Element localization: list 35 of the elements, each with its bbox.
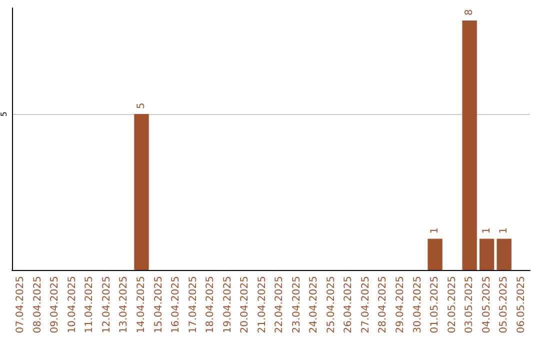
x-tick-label: 02.05.2025 bbox=[446, 276, 458, 334]
x-tick-label: 21.04.2025 bbox=[256, 276, 268, 334]
x-tick-label: 30.04.2025 bbox=[412, 276, 424, 334]
x-tick-label: 22.04.2025 bbox=[274, 276, 286, 334]
x-tick-label: 12.04.2025 bbox=[101, 276, 112, 334]
data-label: 1 bbox=[481, 227, 492, 234]
x-tick-label: 14.04.2025 bbox=[136, 276, 147, 334]
x-tick-label: 10.04.2025 bbox=[66, 276, 78, 334]
x-tick-label: 19.04.2025 bbox=[222, 276, 234, 334]
x-tick-label: 17.04.2025 bbox=[188, 276, 199, 334]
x-tick-label: 07.04.2025 bbox=[15, 276, 26, 334]
x-tick-label: 09.04.2025 bbox=[50, 276, 61, 334]
x-tick-label: 06.05.2025 bbox=[516, 276, 527, 334]
x-tick-label: 03.05.2025 bbox=[464, 276, 476, 334]
x-tick-label: 23.04.2025 bbox=[291, 276, 302, 334]
data-label: 8 bbox=[464, 9, 476, 16]
x-tick-label: 15.04.2025 bbox=[153, 276, 164, 334]
data-label: 1 bbox=[430, 227, 441, 234]
x-tick-label: 04.05.2025 bbox=[481, 276, 492, 334]
x-tick-label: 25.04.2025 bbox=[326, 276, 337, 334]
x-tick-label: 27.04.2025 bbox=[360, 276, 372, 334]
x-tick-label: 11.04.2025 bbox=[84, 276, 96, 334]
x-tick-label: 16.04.2025 bbox=[170, 276, 182, 334]
x-tick-label: 08.04.2025 bbox=[32, 276, 44, 334]
x-tick-label: 26.04.2025 bbox=[343, 276, 354, 334]
x-tick-label: 29.04.2025 bbox=[395, 276, 406, 334]
x-tick-label: 20.04.2025 bbox=[240, 276, 251, 334]
x-tick-label: 18.04.2025 bbox=[205, 276, 216, 334]
x-tick-label: 05.05.2025 bbox=[498, 276, 510, 334]
x-tick-label: 24.04.2025 bbox=[308, 276, 320, 334]
x-tick-label: 13.04.2025 bbox=[118, 276, 130, 334]
x-tick-label: 28.04.2025 bbox=[378, 276, 389, 334]
data-label: 1 bbox=[498, 227, 510, 234]
data-label: 5 bbox=[136, 102, 147, 110]
x-tick-label: 01.05.2025 bbox=[430, 276, 441, 334]
